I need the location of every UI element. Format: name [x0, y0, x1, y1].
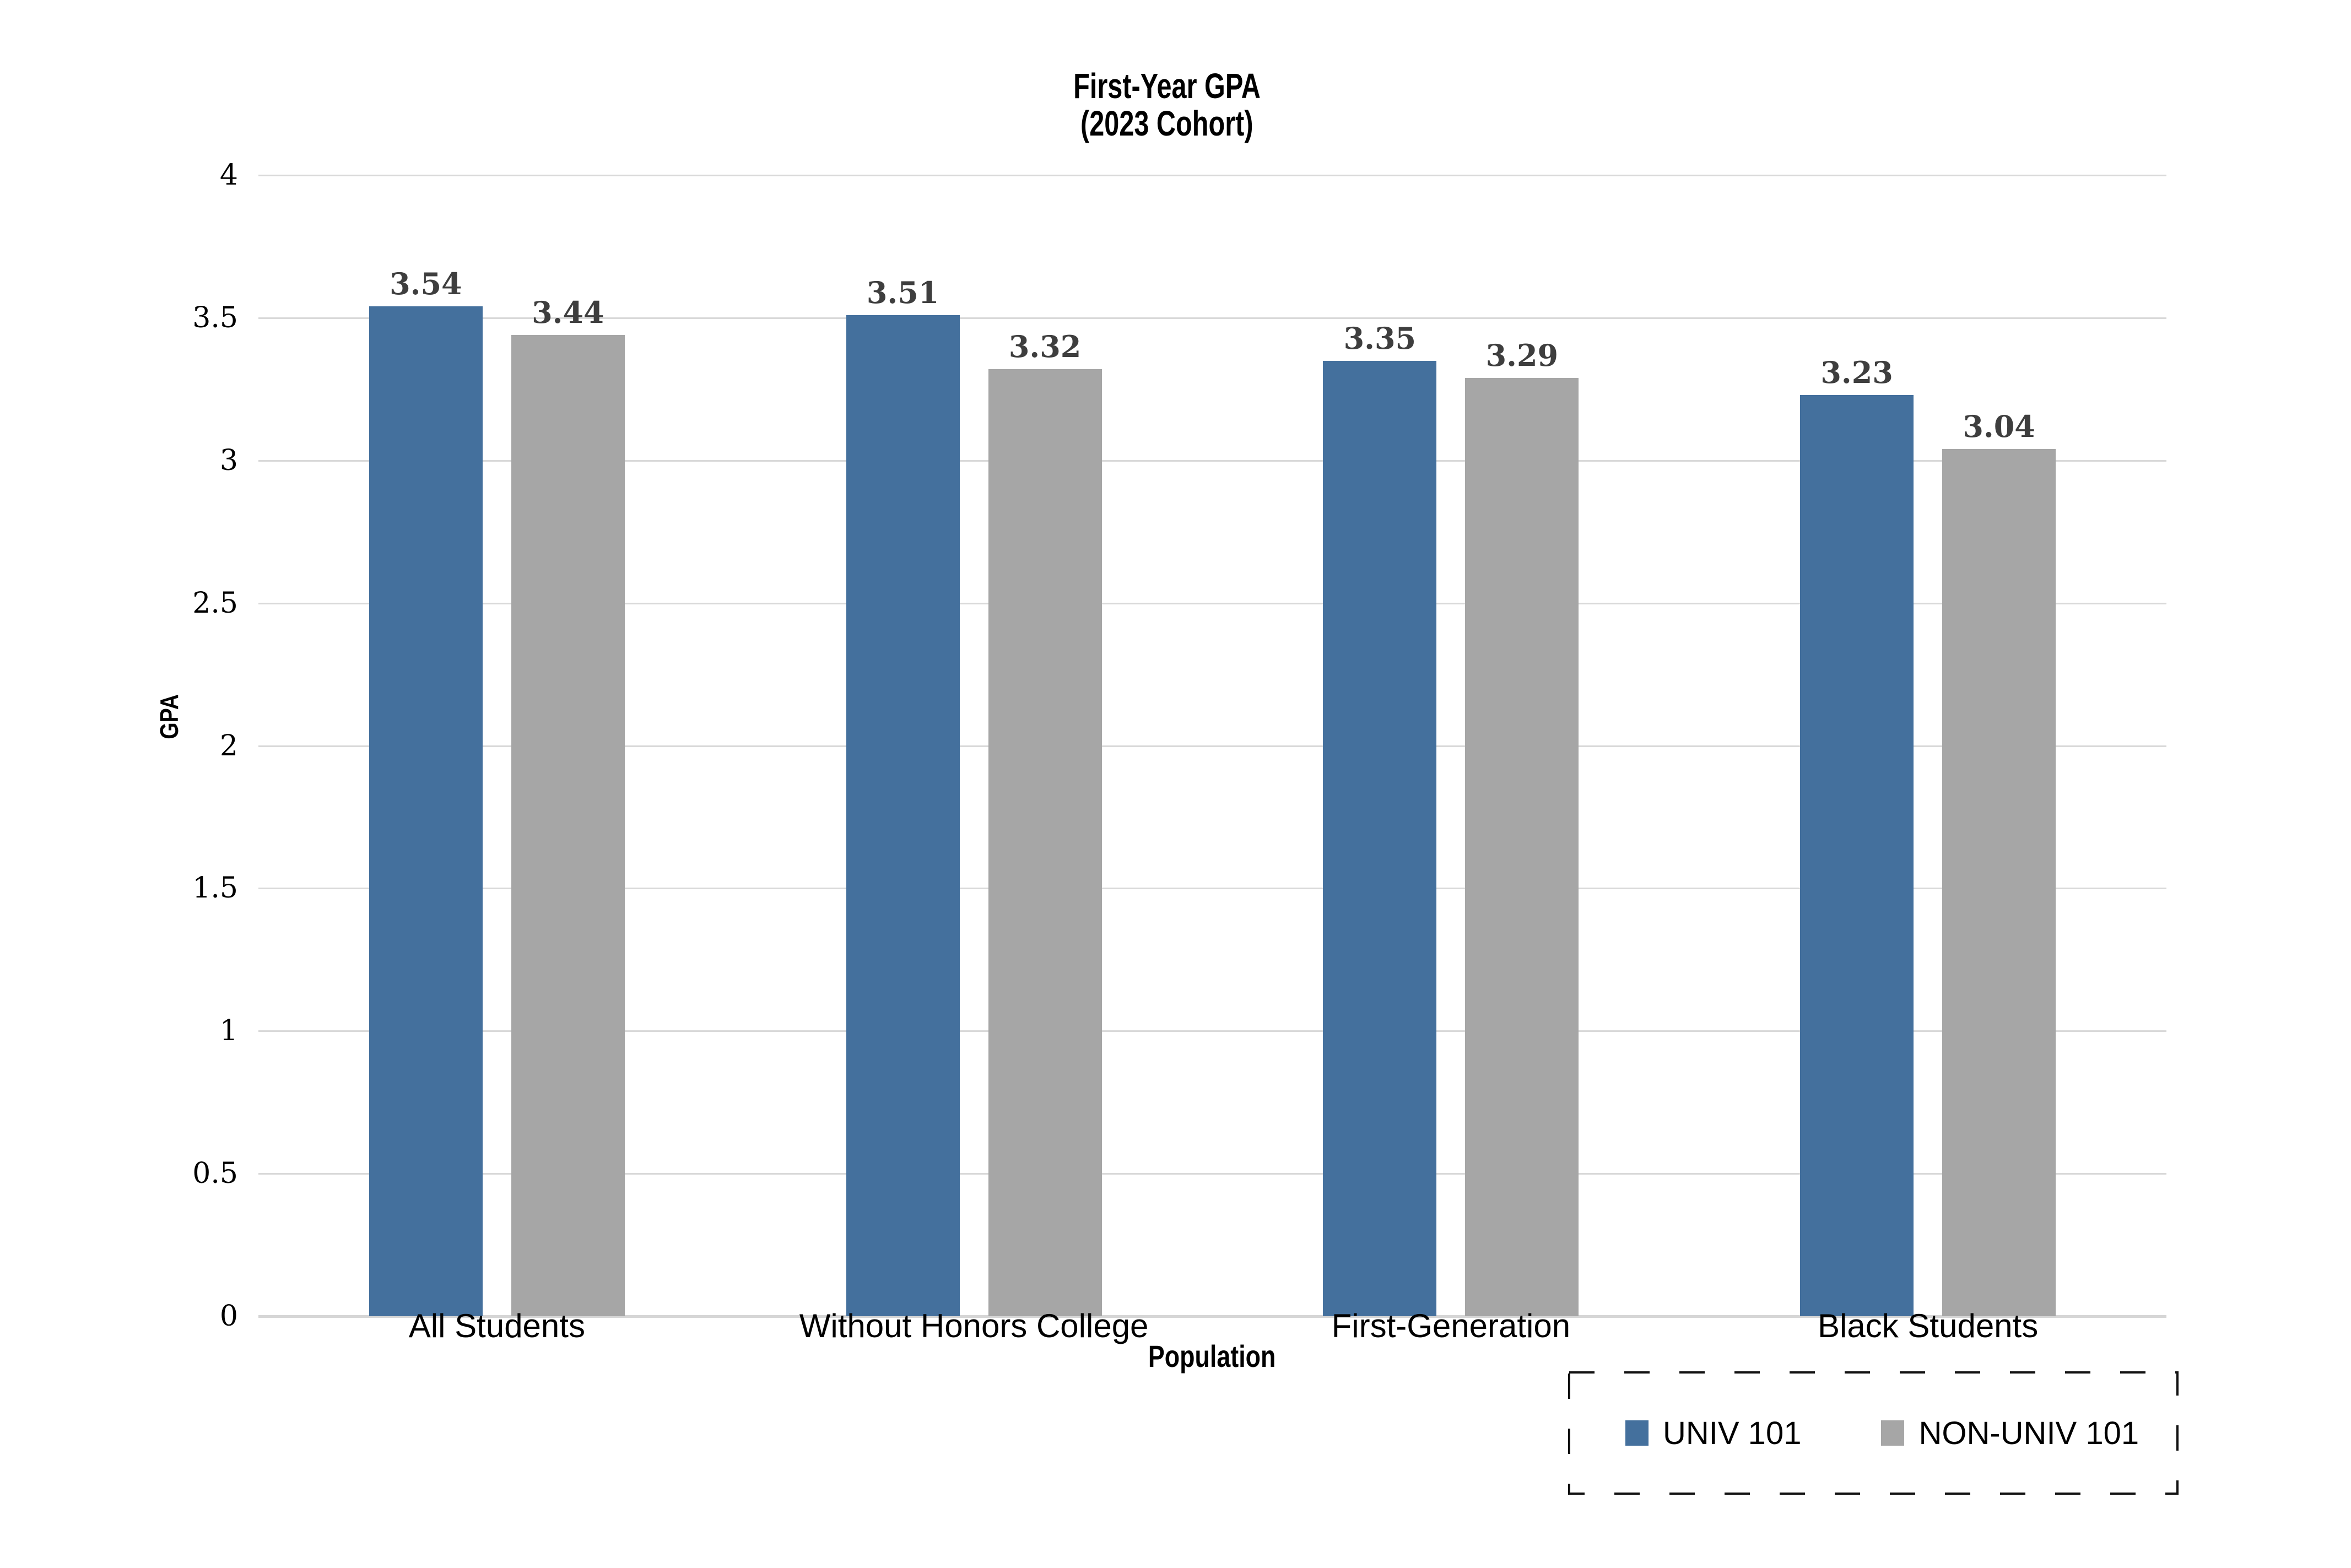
chart-title-line2: (2023 Cohort): [1080, 104, 1253, 143]
gridline: [258, 1030, 2166, 1032]
bar-non-univ-101: [511, 334, 625, 1316]
bar-value-label: 3.54: [390, 266, 462, 302]
x-axis-baseline: [258, 1315, 2166, 1318]
gridline: [258, 317, 2166, 319]
y-tick-label: 2: [219, 729, 238, 763]
bar-univ-101: [1323, 360, 1437, 1316]
y-tick-label: 0: [219, 1300, 238, 1333]
bar-non-univ-101: [1942, 449, 2056, 1316]
legend-label: NON-UNIV 101: [1918, 1415, 2139, 1451]
category-label: First-Generation: [1331, 1307, 1571, 1344]
legend-swatch-icon: [1881, 1420, 1905, 1446]
gridline: [258, 459, 2166, 462]
bar-univ-101: [369, 306, 483, 1316]
bar-univ-101: [846, 315, 960, 1316]
y-tick-label: 2.5: [192, 586, 238, 620]
legend-dashed-border: [1568, 1371, 2179, 1495]
y-tick-label: 4: [219, 159, 238, 192]
gridline: [258, 745, 2166, 747]
legend-item: NON-UNIV 101: [1881, 1415, 2139, 1452]
bar-non-univ-101: [1465, 377, 1579, 1316]
bar-non-univ-101: [988, 369, 1102, 1316]
bar-value-label: 3.29: [1485, 337, 1559, 373]
category-label: Black Students: [1818, 1307, 2039, 1344]
bar-value-label: 3.51: [866, 274, 939, 310]
gridline: [258, 1173, 2166, 1175]
chart-title-line1: First-Year GPA: [1073, 66, 1261, 106]
gridline: [258, 602, 2166, 604]
category-label: All Students: [408, 1307, 585, 1344]
gridline: [258, 175, 2166, 176]
y-tick-label: 1: [219, 1014, 238, 1048]
y-tick-label: 1.5: [192, 872, 238, 905]
bar-univ-101: [1800, 394, 1914, 1316]
category-label: Without Honors College: [799, 1307, 1149, 1344]
bar-value-label: 3.32: [1008, 329, 1082, 365]
legend-items: UNIV 101 NON-UNIV 101: [1568, 1371, 2179, 1495]
y-tick-label: 3.5: [192, 301, 238, 334]
legend-item: UNIV 101: [1625, 1415, 1801, 1452]
bar-value-label: 3.23: [1820, 354, 1893, 390]
legend-swatch-icon: [1625, 1420, 1649, 1446]
gridline: [258, 888, 2166, 890]
bar-value-label: 3.35: [1343, 320, 1417, 356]
bar-value-label: 3.44: [532, 294, 604, 330]
bar-value-label: 3.04: [1963, 409, 2035, 445]
y-tick-label: 3: [219, 444, 238, 477]
plot-area: 3.54 3.44 3.51 3.32 3.35 3.29 3.23 3.04: [258, 175, 2166, 1318]
y-tick-label: 0.5: [192, 1157, 238, 1191]
legend: UNIV 101 NON-UNIV 101: [1568, 1371, 2179, 1495]
legend-label: UNIV 101: [1663, 1415, 1802, 1451]
chart-title: First-Year GPA (2023 Cohort): [1044, 67, 1290, 142]
x-axis-title: Population: [1148, 1339, 1276, 1374]
